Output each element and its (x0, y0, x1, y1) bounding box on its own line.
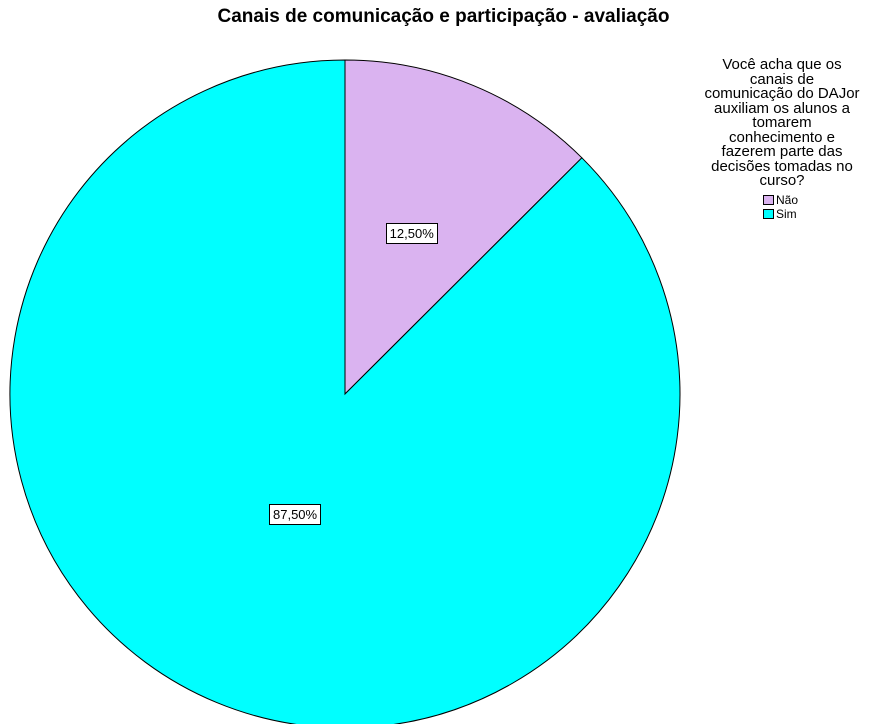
legend-label: Sim (776, 206, 797, 221)
legend-swatch (763, 194, 774, 205)
legend-title-line: decisões tomadas no (711, 157, 853, 175)
legend-title-line: Você acha que os (722, 56, 842, 73)
legend-title-line: tomarem (752, 114, 812, 131)
legend-title-line: auxiliam os alunos a (714, 99, 850, 117)
legend-item-nao: Não (763, 193, 880, 207)
pie-slice-nao (344, 59, 583, 396)
legend-item-sim: Sim (763, 207, 880, 221)
chart-title: Canais de comunicação e participação - a… (217, 6, 670, 27)
data-label-sim: 87,50% (269, 503, 322, 525)
legend: Você acha que os canais de comunicação do … (684, 56, 880, 221)
legend-title: Você acha que os canais de comunicação do … (684, 56, 880, 189)
pie-slice-sim (9, 59, 681, 724)
legend-title-line: curso? (759, 172, 805, 189)
data-label-nao: 12,50% (385, 223, 438, 245)
legend-title-line: canais de (749, 70, 815, 88)
legend-title-line: fazerem parte das (721, 143, 843, 160)
legend-swatch (763, 208, 774, 219)
legend-label: Não (776, 192, 799, 207)
legend-items: Não Sim (763, 193, 880, 221)
legend-title-line: conhecimento e (729, 128, 835, 146)
legend-title-line: comunicação do DAJor (704, 85, 860, 102)
